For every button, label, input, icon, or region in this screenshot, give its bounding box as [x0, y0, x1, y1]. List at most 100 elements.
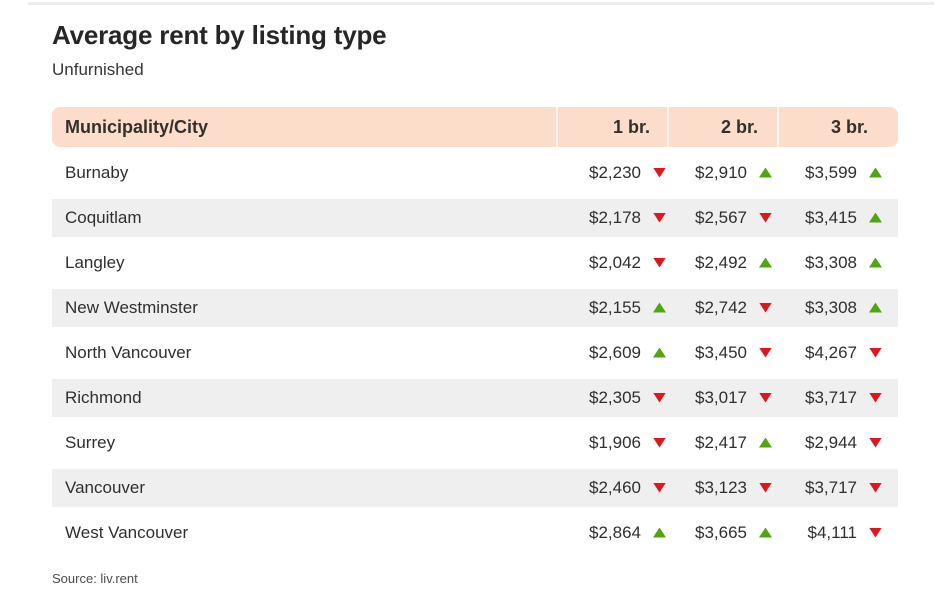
trend-icon	[759, 212, 772, 223]
table-row: Burnaby $2,230 $2,910 $3,599	[52, 150, 898, 195]
city-cell: Surrey	[65, 432, 116, 452]
rent-cell: $2,609	[556, 343, 667, 363]
rent-value: $3,450	[695, 342, 747, 362]
trend-icon	[759, 527, 772, 538]
city-cell: Richmond	[65, 387, 142, 407]
rent-cell: $2,910	[667, 163, 777, 183]
rent-value: $3,017	[695, 387, 747, 407]
city-cell: North Vancouver	[65, 342, 192, 362]
trend-icon	[869, 437, 882, 448]
trend-icon	[653, 302, 666, 313]
rent-cell: $2,864	[556, 523, 667, 543]
rent-cell: $1,906	[556, 433, 667, 453]
rent-cell: $3,308	[777, 298, 898, 318]
rent-value: $3,717	[805, 387, 857, 407]
trend-icon	[869, 392, 882, 403]
table-row: Vancouver $2,460 $3,123 $3,717	[52, 465, 898, 510]
rent-value: $2,567	[695, 207, 747, 227]
trend-icon	[759, 257, 772, 268]
rent-value: $1,906	[589, 432, 641, 452]
page-subtitle: Unfurnished	[52, 60, 144, 79]
city-cell: Langley	[65, 252, 125, 272]
rent-infographic: Average rent by listing type Unfurnished…	[52, 0, 898, 586]
rent-value: $2,042	[589, 252, 641, 272]
rent-cell: $3,717	[777, 388, 898, 408]
top-divider	[28, 2, 934, 5]
rent-value: $2,944	[805, 432, 857, 452]
table-body: Burnaby $2,230 $2,910 $3,599 Coquitlam $…	[52, 150, 898, 555]
rent-value: $2,305	[589, 387, 641, 407]
trend-icon	[653, 167, 666, 178]
rent-value: $2,864	[589, 522, 641, 542]
rent-cell: $2,155	[556, 298, 667, 318]
trend-icon	[869, 212, 882, 223]
trend-icon	[653, 482, 666, 493]
rent-value: $3,599	[805, 162, 857, 182]
rent-value: $3,665	[695, 522, 747, 542]
trend-icon	[653, 257, 666, 268]
table-row: Coquitlam $2,178 $2,567 $3,415	[52, 195, 898, 240]
trend-icon	[759, 302, 772, 313]
column-header-1br: 1 br.	[556, 107, 667, 147]
trend-icon	[653, 437, 666, 448]
table-row: New Westminster $2,155 $2,742 $3,308	[52, 285, 898, 330]
rent-cell: $3,123	[667, 478, 777, 498]
trend-icon	[759, 167, 772, 178]
page-title: Average rent by listing type	[52, 20, 387, 50]
table-row: Richmond $2,305 $3,017 $3,717	[52, 375, 898, 420]
rent-table: Municipality/City 1 br. 2 br. 3 br. Burn…	[52, 107, 898, 555]
trend-icon	[653, 212, 666, 223]
rent-cell: $2,492	[667, 253, 777, 273]
trend-icon	[869, 257, 882, 268]
trend-icon	[869, 347, 882, 358]
rent-cell: $3,415	[777, 208, 898, 228]
rent-cell: $3,665	[667, 523, 777, 543]
trend-icon	[759, 392, 772, 403]
trend-icon	[869, 302, 882, 313]
table-row: West Vancouver $2,864 $3,665 $4,111	[52, 510, 898, 555]
rent-cell: $3,308	[777, 253, 898, 273]
rent-cell: $2,230	[556, 163, 667, 183]
rent-cell: $3,717	[777, 478, 898, 498]
rent-value: $3,308	[805, 297, 857, 317]
rent-value: $3,123	[695, 477, 747, 497]
trend-icon	[653, 347, 666, 358]
trend-icon	[869, 167, 882, 178]
rent-value: $4,267	[805, 342, 857, 362]
trend-icon	[653, 527, 666, 538]
rent-cell: $2,305	[556, 388, 667, 408]
trend-icon	[869, 527, 882, 538]
rent-cell: $2,417	[667, 433, 777, 453]
trend-icon	[759, 437, 772, 448]
city-cell: West Vancouver	[65, 522, 189, 542]
rent-cell: $2,944	[777, 433, 898, 453]
rent-cell: $4,267	[777, 343, 898, 363]
trend-icon	[759, 482, 772, 493]
rent-value: $2,609	[589, 342, 641, 362]
rent-value: $2,230	[589, 162, 641, 182]
rent-cell: $4,111	[777, 523, 898, 543]
rent-cell: $3,017	[667, 388, 777, 408]
trend-icon	[759, 347, 772, 358]
rent-value: $4,111	[807, 522, 857, 542]
rent-cell: $2,460	[556, 478, 667, 498]
trend-icon	[869, 482, 882, 493]
rent-cell: $2,567	[667, 208, 777, 228]
rent-cell: $2,178	[556, 208, 667, 228]
rent-cell: $2,742	[667, 298, 777, 318]
city-cell: New Westminster	[65, 297, 198, 317]
column-header-2br: 2 br.	[667, 107, 777, 147]
city-cell: Coquitlam	[65, 207, 142, 227]
rent-value: $3,717	[805, 477, 857, 497]
rent-value: $2,910	[695, 162, 747, 182]
rent-value: $2,178	[589, 207, 641, 227]
rent-cell: $3,599	[777, 163, 898, 183]
table-row: North Vancouver $2,609 $3,450 $4,267	[52, 330, 898, 375]
rent-value: $2,155	[589, 297, 641, 317]
column-header-municipality: Municipality/City	[65, 116, 209, 137]
source-note: Source: liv.rent	[52, 571, 138, 586]
table-header-row: Municipality/City 1 br. 2 br. 3 br.	[52, 107, 898, 147]
rent-cell: $3,450	[667, 343, 777, 363]
trend-icon	[653, 392, 666, 403]
rent-value: $2,492	[695, 252, 747, 272]
